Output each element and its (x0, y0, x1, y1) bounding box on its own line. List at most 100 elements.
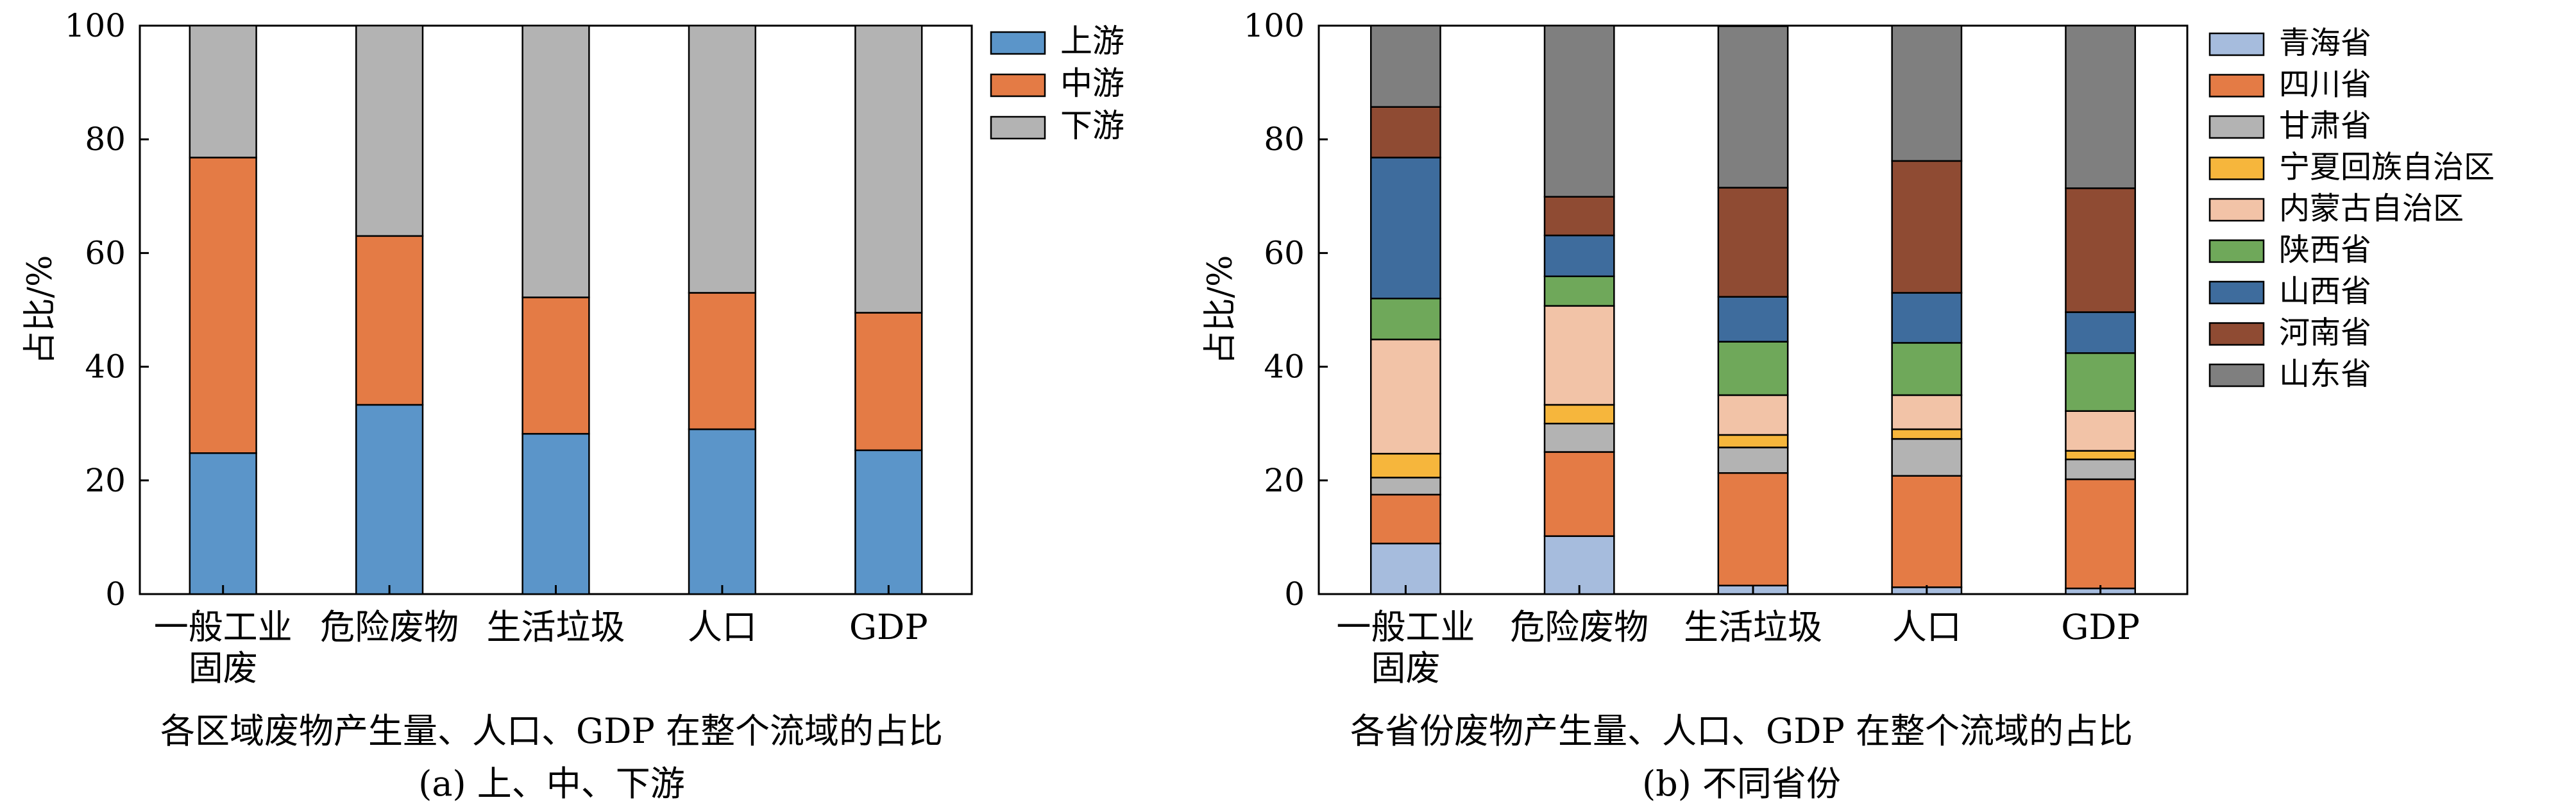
b-xtick-label: 生活垃圾 (1684, 607, 1822, 647)
a-bar-segment (189, 24, 257, 158)
b-bar-segment (1891, 475, 1963, 588)
b-legend-swatch (2208, 157, 2265, 180)
panel-a-caption: 各区域废物产生量、人口、GDP 在整个流域的占比 (160, 711, 943, 751)
a-bar-segment (521, 296, 590, 435)
b-legend-label: 山西省 (2279, 273, 2371, 309)
b-legend-swatch (2208, 115, 2265, 139)
a-bar-segment (854, 449, 923, 595)
a-bar-segment (854, 312, 923, 452)
a-xtick-label: GDP (849, 607, 928, 647)
b-bar-segment (1543, 305, 1615, 406)
a-ytick-label: 60 (85, 234, 126, 271)
a-xtick-label: 人口 (688, 607, 757, 647)
b-bar-segment (1717, 434, 1789, 448)
b-bar-segment (1717, 296, 1789, 343)
a-bar-segment (355, 24, 424, 237)
panel-b-caption: 各省份废物产生量、人口、GDP 在整个流域的占比 (1350, 711, 2133, 751)
b-bar-segment (2065, 450, 2137, 461)
a-bar-segment (688, 24, 757, 294)
a-bar-segment (854, 24, 923, 314)
b-bar-segment (1891, 342, 1963, 396)
b-bar-segment (1543, 24, 1615, 198)
b-bar-segment (1717, 447, 1789, 474)
a-bar-segment (521, 432, 590, 595)
b-bar-segment (1717, 472, 1789, 586)
b-bar-segment (1891, 24, 1963, 162)
b-legend-label: 宁夏回族自治区 (2279, 149, 2495, 185)
b-xtick-label: GDP (2061, 607, 2140, 647)
b-ytick-label: 40 (1264, 348, 1305, 386)
a-legend-label: 上游 (1060, 22, 1124, 60)
a-legend-label: 下游 (1060, 107, 1124, 144)
b-bar-segment (1717, 341, 1789, 396)
b-bar-segment (1369, 106, 1441, 158)
b-bar-segment (2065, 24, 2137, 189)
b-legend-swatch (2208, 198, 2265, 222)
b-bar-segment (2065, 352, 2137, 412)
b-bar-segment (1891, 160, 1963, 294)
a-bar-segment (189, 157, 257, 454)
b-y-axis-label: 占比/% (1201, 255, 1240, 365)
b-legend-label: 河南省 (2279, 315, 2371, 351)
b-ytick-label: 80 (1264, 121, 1305, 158)
b-bar-segment (2065, 458, 2137, 481)
b-bar-segment (1543, 275, 1615, 307)
a-bar-segment (688, 428, 757, 595)
b-xtick-label: 一般工业固废 (1336, 607, 1475, 688)
b-bar-segment (1369, 452, 1441, 479)
a-legend-swatch (990, 73, 1046, 98)
a-bar-segment (355, 404, 424, 595)
a-bar-segment (521, 24, 590, 298)
a-ytick-label: 40 (85, 348, 126, 386)
b-bar-segment (2065, 187, 2137, 313)
b-bar-segment (1369, 493, 1441, 545)
a-y-axis-label: 占比/% (21, 255, 60, 365)
a-bar-segment (189, 452, 257, 595)
a-xtick-label: 一般工业固废 (154, 607, 292, 688)
b-bar-segment (1543, 234, 1615, 277)
b-legend-label: 四川省 (2279, 67, 2371, 103)
a-legend-label: 中游 (1060, 65, 1124, 102)
b-bar-segment (1891, 438, 1963, 477)
b-bar-segment (1369, 24, 1441, 108)
a-ytick-label: 80 (85, 121, 126, 158)
b-bar-segment (1891, 428, 1963, 440)
b-bar-segment (1369, 157, 1441, 300)
a-ytick-label: 100 (65, 7, 126, 44)
a-ytick-label: 20 (85, 462, 126, 499)
a-legend-swatch (990, 115, 1046, 140)
b-bar-segment (1891, 292, 1963, 344)
b-bar-segment (1543, 451, 1615, 537)
b-legend-label: 青海省 (2279, 25, 2371, 61)
panel-b-sublabel: (b) 不同省份 (1642, 763, 1841, 804)
b-legend-label: 陕西省 (2279, 232, 2371, 268)
a-xtick-label: 生活垃圾 (487, 607, 625, 647)
b-legend-swatch (2208, 239, 2265, 263)
b-bar-segment (1369, 338, 1441, 455)
b-ytick-label: 100 (1244, 7, 1305, 44)
b-legend-label: 山东省 (2279, 356, 2371, 392)
a-xtick-label: 危险废物 (320, 607, 459, 647)
b-bar-segment (1543, 196, 1615, 237)
a-ytick-label: 0 (105, 575, 126, 613)
b-bar-segment (1717, 394, 1789, 436)
b-legend-swatch (2208, 74, 2265, 98)
b-legend-swatch (2208, 32, 2265, 56)
b-bar-segment (1543, 422, 1615, 453)
b-legend-swatch (2208, 280, 2265, 305)
b-ytick-label: 0 (1284, 575, 1305, 613)
panel-a-sublabel: (a) 上、中、下游 (418, 763, 685, 804)
b-ytick-label: 60 (1264, 234, 1305, 271)
b-legend-label: 内蒙古自治区 (2279, 191, 2464, 226)
b-bar-segment (1369, 477, 1441, 496)
b-legend-swatch (2208, 363, 2265, 387)
b-bar-segment (1543, 404, 1615, 425)
b-bar-segment (1891, 394, 1963, 430)
b-bar-segment (2065, 410, 2137, 452)
b-bar-segment (1717, 187, 1789, 298)
b-legend-label: 甘肃省 (2279, 108, 2371, 144)
a-bar-segment (355, 235, 424, 406)
